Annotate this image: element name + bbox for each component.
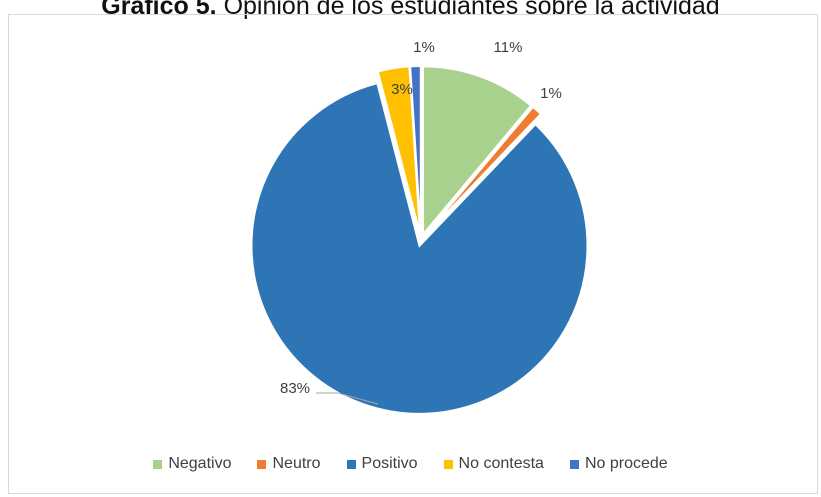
pie-slices — [250, 65, 589, 415]
legend-label: No contesta — [458, 455, 544, 472]
legend-label: No procede — [584, 455, 668, 472]
pie-leader-line — [316, 392, 379, 405]
pie-slice-neutro — [424, 105, 543, 237]
pie-label-no-contesta: 3% — [391, 81, 413, 98]
legend-item-neutro: Neutro — [257, 455, 321, 473]
pie-slice-positivo — [250, 81, 589, 415]
legend-item-positivo: Positivo — [346, 455, 418, 473]
pie-labels: 11% 1% 83% 3% 1% — [280, 39, 562, 405]
legend-swatch — [443, 459, 453, 469]
chart-frame — [8, 14, 818, 494]
legend-label: Negativo — [168, 455, 232, 472]
legend-item-no-contesta: No contesta — [443, 455, 544, 473]
pie-label-no-procede: 1% — [413, 39, 435, 56]
legend-swatch — [153, 459, 163, 469]
legend-swatch — [257, 459, 267, 469]
chart-title-rest: Opinión de los estudiantes sobre la acti… — [223, 0, 720, 20]
legend-label: Neutro — [272, 455, 321, 472]
pie-label-negativo: 11% — [494, 39, 523, 56]
legend-label: Positivo — [361, 455, 418, 472]
chart-title-bold: Gráfico 5. — [101, 0, 217, 20]
pie-label-neutro: 1% — [540, 85, 562, 102]
legend-item-negativo: Negativo — [153, 455, 231, 473]
legend-swatch — [346, 459, 356, 469]
legend-swatch — [569, 459, 579, 469]
pie-slice-no-procede — [409, 65, 422, 235]
chart-legend: Negativo Neutro Positivo No contesta No proc… — [0, 455, 821, 473]
chart-title: Gráfico 5. Opinión de los estudiantes so… — [0, 0, 821, 21]
pie-label-positivo: 83% — [280, 380, 310, 397]
pie-slice-negativo — [422, 65, 533, 238]
legend-item-no-procede: No procede — [569, 455, 668, 473]
